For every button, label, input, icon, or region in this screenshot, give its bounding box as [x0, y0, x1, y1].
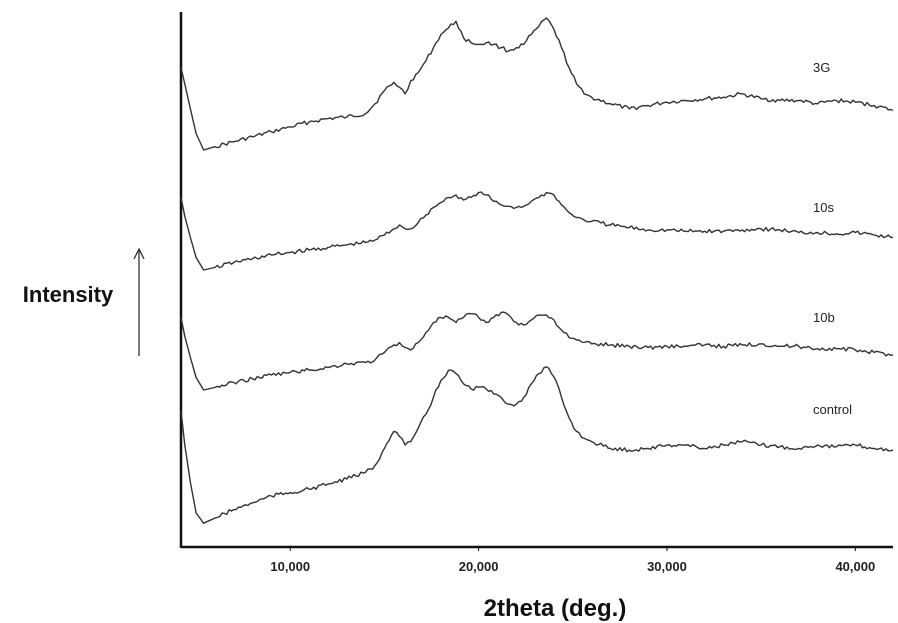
series-labels: 3G 10s 10b control: [813, 60, 852, 417]
series-label-10b: 10b: [813, 310, 835, 325]
series-label-3g: 3G: [813, 60, 830, 75]
x-tick-label: 10,000: [270, 559, 310, 574]
series-label-control: control: [813, 402, 852, 417]
series-trace-10b: [180, 311, 894, 391]
y-axis-title: Intensity: [23, 282, 114, 307]
x-tick-label: 40,000: [835, 559, 875, 574]
series-trace-control: [180, 366, 894, 524]
traces: [180, 17, 894, 524]
series-label-10s: 10s: [813, 200, 834, 215]
series-trace-3g: [180, 17, 894, 151]
x-ticks: 10,000 20,000 30,000 40,000: [270, 547, 875, 574]
x-tick-label: 20,000: [459, 559, 499, 574]
x-axis-title: 2theta (deg.): [484, 595, 627, 622]
series-trace-10s: [180, 191, 894, 271]
x-tick-label: 30,000: [647, 559, 687, 574]
y-axis-arrow: [133, 247, 145, 356]
